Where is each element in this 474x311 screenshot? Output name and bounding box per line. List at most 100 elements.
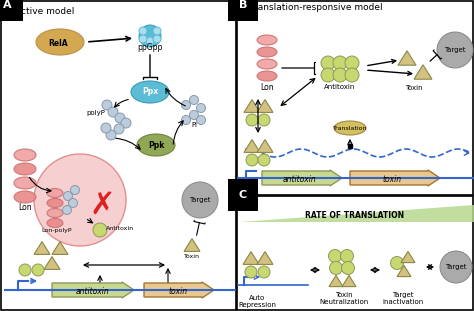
Circle shape	[19, 264, 31, 276]
FancyBboxPatch shape	[237, 1, 473, 195]
Circle shape	[345, 56, 359, 70]
FancyArrow shape	[52, 282, 134, 298]
Ellipse shape	[34, 154, 126, 246]
Text: Target: Target	[392, 292, 414, 298]
Polygon shape	[52, 242, 68, 254]
Text: Neutralization: Neutralization	[319, 299, 369, 305]
Circle shape	[246, 154, 258, 166]
Text: Ppx: Ppx	[142, 87, 158, 96]
Circle shape	[321, 56, 335, 70]
Ellipse shape	[257, 47, 277, 57]
Text: Translation-responsive model: Translation-responsive model	[250, 3, 383, 12]
Circle shape	[345, 68, 359, 82]
Circle shape	[341, 262, 355, 275]
Text: Active model: Active model	[15, 7, 74, 16]
Circle shape	[329, 262, 343, 275]
Text: Pi: Pi	[191, 122, 197, 128]
Ellipse shape	[257, 35, 277, 45]
Text: toxin: toxin	[383, 174, 401, 183]
Text: Toxin: Toxin	[335, 292, 353, 298]
Ellipse shape	[14, 177, 36, 189]
Circle shape	[64, 192, 73, 201]
Polygon shape	[34, 242, 50, 254]
Text: Toxin: Toxin	[184, 254, 200, 259]
Circle shape	[440, 251, 472, 283]
Text: Lon-polyP: Lon-polyP	[42, 228, 72, 233]
Circle shape	[32, 264, 44, 276]
Circle shape	[190, 110, 199, 119]
Ellipse shape	[14, 163, 36, 175]
Circle shape	[182, 100, 191, 109]
Ellipse shape	[334, 121, 366, 135]
Text: Antitoxin: Antitoxin	[106, 226, 134, 231]
Ellipse shape	[131, 81, 169, 103]
Polygon shape	[414, 65, 432, 79]
Text: Translation: Translation	[333, 126, 367, 131]
Polygon shape	[257, 100, 273, 112]
Ellipse shape	[47, 188, 63, 197]
Text: polyP: polyP	[87, 110, 105, 116]
Circle shape	[182, 115, 191, 124]
Text: Target: Target	[444, 47, 466, 53]
Text: Target: Target	[445, 264, 467, 270]
FancyBboxPatch shape	[237, 196, 473, 310]
Text: antitoxin: antitoxin	[283, 174, 317, 183]
Text: Lon: Lon	[18, 203, 32, 212]
Circle shape	[139, 25, 161, 47]
Ellipse shape	[257, 59, 277, 69]
Ellipse shape	[47, 208, 63, 217]
Circle shape	[182, 182, 218, 218]
Polygon shape	[342, 276, 356, 287]
Circle shape	[153, 27, 161, 35]
FancyArrow shape	[350, 170, 440, 186]
Ellipse shape	[36, 29, 84, 55]
Polygon shape	[398, 51, 416, 65]
Text: ppGpp: ppGpp	[137, 43, 163, 52]
Polygon shape	[401, 251, 415, 262]
Circle shape	[333, 56, 347, 70]
Ellipse shape	[137, 134, 175, 156]
Circle shape	[246, 114, 258, 126]
Polygon shape	[240, 205, 474, 222]
Text: Lon: Lon	[260, 83, 274, 92]
Circle shape	[69, 198, 78, 207]
Text: toxin: toxin	[168, 286, 188, 295]
Circle shape	[258, 154, 270, 166]
Circle shape	[258, 266, 270, 278]
Text: RelA: RelA	[48, 39, 68, 48]
Polygon shape	[244, 140, 260, 152]
Text: inactivation: inactivation	[383, 299, 424, 305]
Circle shape	[93, 223, 107, 237]
Text: Repression: Repression	[238, 302, 276, 308]
Ellipse shape	[14, 149, 36, 161]
Text: B: B	[239, 0, 247, 10]
FancyBboxPatch shape	[1, 1, 236, 310]
Circle shape	[333, 68, 347, 82]
Circle shape	[108, 107, 118, 117]
Text: Antitoxin: Antitoxin	[324, 84, 356, 90]
FancyArrow shape	[144, 282, 214, 298]
Ellipse shape	[47, 198, 63, 207]
Polygon shape	[44, 257, 60, 269]
Circle shape	[115, 113, 125, 123]
Circle shape	[63, 206, 72, 215]
Circle shape	[437, 32, 473, 68]
Text: Target: Target	[189, 197, 211, 203]
FancyArrow shape	[262, 170, 342, 186]
Circle shape	[328, 249, 341, 262]
Circle shape	[321, 68, 335, 82]
Circle shape	[139, 35, 147, 43]
Circle shape	[102, 100, 112, 110]
Circle shape	[121, 118, 131, 128]
Circle shape	[197, 115, 206, 124]
Polygon shape	[397, 265, 411, 276]
Circle shape	[153, 35, 161, 43]
Text: antitoxin: antitoxin	[76, 286, 110, 295]
Text: A: A	[3, 0, 12, 10]
Ellipse shape	[14, 191, 36, 203]
Polygon shape	[257, 140, 273, 152]
Polygon shape	[257, 252, 273, 264]
Circle shape	[101, 123, 111, 133]
Text: Auto: Auto	[249, 295, 265, 301]
Circle shape	[391, 257, 403, 270]
